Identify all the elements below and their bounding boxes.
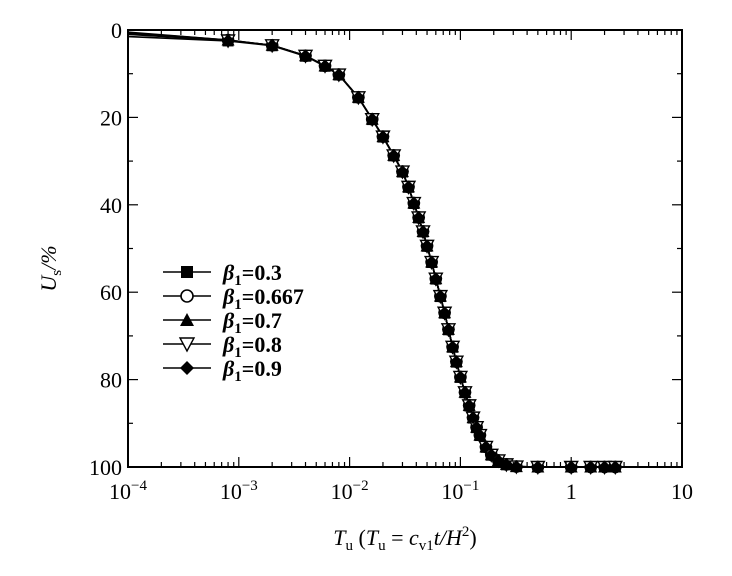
data-point <box>420 239 434 253</box>
data-point <box>446 340 460 354</box>
y-tick-label: 100 <box>89 455 122 480</box>
data-point <box>401 180 415 194</box>
y-tick-label: 40 <box>100 193 122 218</box>
series-markers <box>221 33 622 474</box>
data-point <box>407 196 421 210</box>
legend-marker <box>180 313 194 326</box>
data-point <box>332 68 346 82</box>
series-group <box>127 32 616 468</box>
series-line <box>127 33 616 468</box>
series-line <box>127 32 616 468</box>
legend-label: β1=0.7 <box>222 308 282 337</box>
series-group <box>127 31 616 468</box>
x-tick-label: 10−4 <box>109 478 147 504</box>
data-point <box>466 411 480 425</box>
data-point <box>395 165 409 179</box>
x-tick-label: 10 <box>671 479 693 504</box>
series-group <box>127 33 616 468</box>
legend-label: β1=0.3 <box>222 260 282 289</box>
legend-marker <box>178 337 196 353</box>
legend-entry: β1=0.7 <box>163 308 282 337</box>
legend-entry: β1=0.667 <box>163 284 304 313</box>
y-tick-label: 20 <box>100 105 122 130</box>
data-point <box>433 289 447 303</box>
data-point <box>416 224 430 238</box>
data-point <box>425 255 439 269</box>
legend-label: β1=0.667 <box>222 284 304 313</box>
data-point <box>441 322 455 336</box>
legend-entry: β1=0.8 <box>163 332 282 361</box>
data-point <box>376 130 390 144</box>
data-point <box>318 59 332 73</box>
x-tick-label: 10−1 <box>441 478 479 504</box>
data-point <box>221 33 235 47</box>
data-point <box>462 398 476 412</box>
x-tick-label: 1 <box>566 479 577 504</box>
series-line <box>127 31 616 468</box>
series-markers <box>222 35 621 473</box>
legend-label: β1=0.8 <box>222 332 282 361</box>
series-layer <box>127 31 623 475</box>
legend-marker <box>180 289 194 303</box>
plot-frame <box>127 29 683 468</box>
legend-entry: β1=0.9 <box>163 356 282 385</box>
series-markers <box>220 34 623 475</box>
y-tick-label: 80 <box>100 368 122 393</box>
x-tick-label: 10−3 <box>220 478 258 504</box>
legend-marker <box>180 361 194 375</box>
data-point <box>412 210 426 224</box>
series-markers <box>221 33 622 474</box>
data-point <box>265 38 279 52</box>
data-point <box>387 148 401 162</box>
data-point <box>365 112 379 126</box>
y-tick-label: 0 <box>111 18 122 43</box>
series-group <box>127 31 616 468</box>
legend-marker <box>181 266 193 278</box>
data-point <box>453 370 467 384</box>
data-point <box>429 272 443 286</box>
series-markers <box>221 33 622 473</box>
series-line <box>127 35 616 468</box>
data-point <box>479 440 493 454</box>
data-point <box>458 385 472 399</box>
data-point <box>473 428 487 442</box>
y-axis-label: Us/% <box>36 245 65 291</box>
legend-entry: β1=0.3 <box>163 260 282 289</box>
series-line <box>127 31 616 468</box>
x-axis-label: Tu (Tu = cv1t/H2) <box>333 524 476 554</box>
y-tick-label: 60 <box>100 280 122 305</box>
x-tick-label: 10−2 <box>331 478 369 504</box>
series-group <box>127 35 616 468</box>
data-point <box>438 306 452 320</box>
data-point <box>351 90 365 104</box>
legend-label: β1=0.9 <box>222 356 282 385</box>
data-point <box>449 355 463 369</box>
axis-ticks <box>127 29 682 468</box>
data-point <box>299 49 313 63</box>
